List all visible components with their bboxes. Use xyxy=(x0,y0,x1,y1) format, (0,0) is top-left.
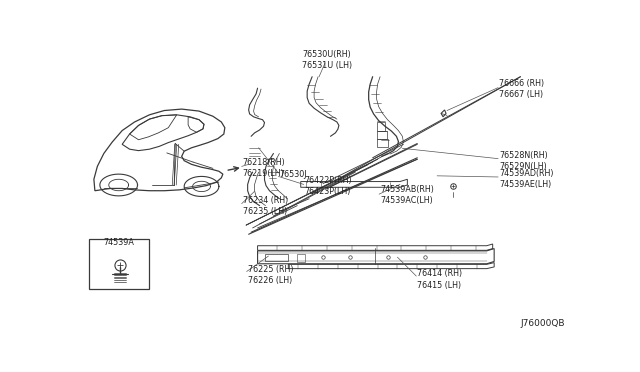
Text: 76422P(RH)
76423P(LH): 76422P(RH) 76423P(LH) xyxy=(305,176,352,196)
Text: 76234 (RH)
76235 (LH): 76234 (RH) 76235 (LH) xyxy=(243,196,288,216)
Text: 76218(RH)
76219(LH): 76218(RH) 76219(LH) xyxy=(243,158,285,179)
Text: 74539AB(RH)
74539AC(LH): 74539AB(RH) 74539AC(LH) xyxy=(380,185,434,205)
Text: J76000QB: J76000QB xyxy=(520,318,565,328)
Text: 76666 (RH)
76667 (LH): 76666 (RH) 76667 (LH) xyxy=(499,79,544,99)
Text: 76414 (RH)
76415 (LH): 76414 (RH) 76415 (LH) xyxy=(417,269,463,289)
Bar xyxy=(89,238,150,289)
Text: 76225 (RH)
76226 (LH): 76225 (RH) 76226 (LH) xyxy=(248,265,293,285)
Text: 76530U(RH)
76531U (LH): 76530U(RH) 76531U (LH) xyxy=(302,50,352,70)
Text: 74539AD(RH)
74539AE(LH): 74539AD(RH) 74539AE(LH) xyxy=(499,169,554,189)
Bar xyxy=(264,254,288,262)
Text: 76528N(RH)
76529N(LH): 76528N(RH) 76529N(LH) xyxy=(499,151,548,171)
Text: 74539A: 74539A xyxy=(104,238,134,247)
Bar xyxy=(297,254,305,262)
Text: 76530J: 76530J xyxy=(280,170,307,179)
